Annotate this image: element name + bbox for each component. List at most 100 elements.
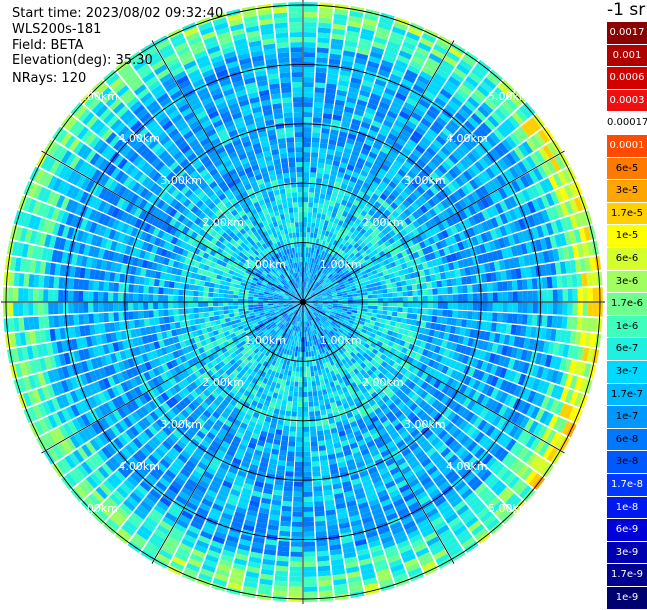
ray-gate (295, 346, 298, 351)
ray-gate (427, 309, 432, 315)
ray-gate (287, 456, 295, 462)
ray-gate (318, 32, 331, 38)
ray-gate (402, 313, 408, 318)
ray-gate (503, 303, 508, 312)
ray-gate (451, 278, 457, 286)
ray-gate (348, 300, 353, 302)
ray-gate (296, 362, 299, 367)
ray-gate (373, 306, 378, 310)
ray-gate (583, 303, 588, 316)
ray-gate (276, 470, 285, 476)
ray-gate (338, 304, 343, 306)
ray-gate (313, 361, 317, 366)
ray-gate (320, 379, 325, 385)
ray-gate (387, 311, 392, 316)
ray-gate (281, 400, 287, 406)
ray-gate (308, 207, 313, 212)
ray-gate (303, 372, 306, 377)
ray-gate (304, 37, 316, 42)
ray-gate (487, 312, 493, 321)
ray-gate (461, 277, 467, 285)
ray-gate (362, 308, 367, 312)
ray-gate (398, 302, 403, 307)
ray-gate (315, 375, 319, 381)
ray-gate (437, 309, 442, 316)
ray-gate (446, 279, 452, 286)
ray-gate (314, 371, 318, 377)
ray-gate (472, 284, 478, 292)
ray-gate (412, 314, 418, 320)
ray-gate (277, 556, 289, 562)
ray-gate (317, 365, 321, 371)
ray-gate (523, 291, 528, 301)
ray-gate (289, 436, 296, 441)
ray-gate (371, 317, 377, 321)
ray-gate (314, 107, 323, 113)
ray-gate (311, 451, 318, 457)
ray-gate (557, 276, 563, 288)
ray-gate (320, 143, 328, 149)
ray-gate (318, 566, 331, 572)
ray-gate (311, 376, 315, 381)
ray-gate (280, 521, 291, 527)
ray-gate (477, 312, 483, 321)
ray-gate (290, 557, 302, 562)
ray-gate (303, 247, 306, 252)
ray-gate (317, 556, 329, 562)
ray-gate (277, 465, 285, 471)
ray-gate (290, 562, 302, 567)
ray-gate (317, 234, 321, 240)
ray-gate (304, 492, 313, 497)
ray-gate (338, 298, 343, 300)
ray-gate (437, 288, 442, 295)
ray-gate (363, 295, 368, 298)
ray-gate (403, 297, 408, 302)
ray-gate (532, 315, 538, 326)
ray-gate (398, 292, 403, 297)
ray-gate (293, 507, 303, 512)
ray-gate (388, 307, 393, 311)
ray-gate (299, 382, 303, 387)
ray-gate (298, 392, 302, 397)
ray-gate (304, 57, 315, 62)
ray-gate (295, 467, 303, 472)
ray-gate (376, 286, 382, 290)
ray-gate (291, 542, 302, 547)
ray-gate (333, 298, 338, 300)
ray-gate (395, 322, 401, 328)
ray-gate (563, 303, 568, 315)
ray-gate (307, 377, 311, 382)
ray-gate (442, 310, 448, 317)
ray-gate (313, 122, 322, 128)
ray-gate (314, 102, 323, 108)
ray-gate (303, 192, 308, 197)
ray-gate (309, 411, 315, 416)
ray-gate (304, 137, 312, 142)
ray-gate (388, 298, 393, 302)
ray-gate (289, 577, 302, 582)
ray-gate (471, 275, 477, 284)
ray-gate (478, 303, 483, 311)
ray-gate (304, 542, 315, 547)
ray-gate (303, 217, 307, 222)
ray-gate (317, 168, 324, 174)
ray-gate (411, 278, 417, 284)
ray-gate (304, 112, 313, 117)
ray-gate (376, 314, 382, 318)
ray-gate (297, 352, 300, 357)
ray-gate (284, 421, 290, 427)
ray-gate (310, 177, 316, 182)
ray-gate (299, 377, 303, 382)
ray-gate (412, 290, 417, 296)
ray-gate (309, 237, 313, 242)
ray-gate (284, 370, 288, 376)
ray-gate (311, 446, 318, 452)
ray-gate (276, 561, 288, 567)
ray-gate (319, 148, 327, 154)
ray-gate (313, 366, 317, 371)
ray-gate (296, 432, 302, 437)
ray-gate (297, 427, 303, 432)
ray-gate (309, 401, 314, 406)
ray-gate (310, 232, 314, 237)
ray-gate (304, 7, 318, 12)
